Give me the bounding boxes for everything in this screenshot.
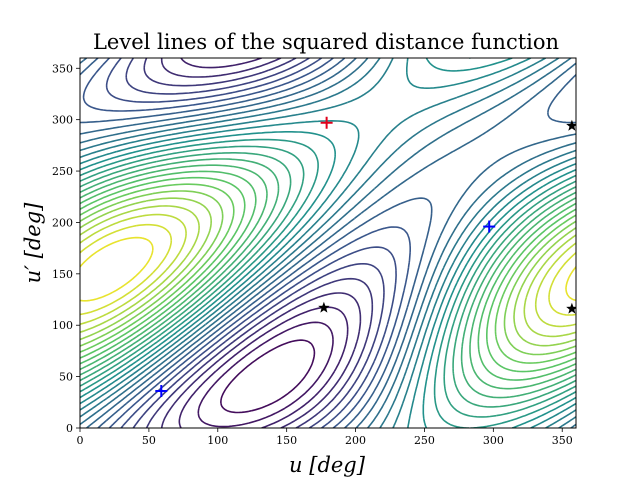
x-tick-label: 250 bbox=[414, 434, 435, 447]
x-tick-label: 150 bbox=[276, 434, 297, 447]
markers bbox=[155, 116, 576, 397]
contour-level bbox=[80, 58, 576, 428]
contour-level bbox=[143, 58, 374, 428]
contour-level bbox=[80, 58, 576, 428]
x-tick-label: 50 bbox=[142, 434, 156, 447]
contour-lines bbox=[80, 58, 576, 428]
plot-frame bbox=[79, 57, 577, 429]
y-tick-label: 150 bbox=[52, 268, 73, 281]
contour-level bbox=[80, 164, 576, 390]
x-tick-label: 0 bbox=[77, 434, 84, 447]
plus-marker bbox=[320, 116, 333, 129]
contour-level bbox=[105, 58, 397, 428]
contour-level bbox=[160, 58, 362, 428]
contour-level bbox=[80, 152, 576, 408]
x-tick-label: 200 bbox=[345, 434, 366, 447]
contour-level bbox=[80, 205, 576, 338]
contour-level bbox=[80, 223, 576, 316]
y-tick-label: 350 bbox=[52, 62, 73, 75]
contour-level bbox=[80, 58, 576, 428]
contour-level bbox=[80, 213, 576, 328]
contour-level bbox=[80, 58, 576, 428]
y-tick-label: 50 bbox=[59, 371, 73, 384]
y-tick-label: 100 bbox=[52, 319, 73, 332]
y-tick-label: 200 bbox=[52, 216, 73, 229]
contour-level bbox=[80, 58, 576, 428]
contour-level bbox=[80, 58, 576, 428]
contour-level bbox=[80, 145, 576, 418]
plus-marker bbox=[155, 385, 168, 397]
y-axis-ticks: 0 50 100 150 200 250 300 350 bbox=[52, 62, 80, 435]
y-tick-label: 0 bbox=[66, 422, 73, 435]
contour-level bbox=[80, 170, 576, 381]
y-axis-label: u′ [deg] bbox=[21, 202, 45, 283]
star-marker bbox=[318, 301, 330, 313]
x-tick-label: 350 bbox=[552, 434, 573, 447]
contour-level bbox=[125, 58, 385, 428]
contour-level bbox=[80, 176, 576, 373]
y-tick-label: 300 bbox=[52, 114, 73, 127]
contour-level bbox=[178, 58, 349, 428]
contour-level bbox=[80, 190, 576, 356]
contour-level bbox=[80, 58, 576, 428]
contour-level bbox=[80, 183, 576, 364]
contour-level bbox=[80, 197, 576, 347]
star-marker bbox=[566, 119, 576, 131]
chart-title: Level lines of the squared distance func… bbox=[93, 30, 559, 54]
x-axis-label: u [deg] bbox=[289, 453, 366, 477]
x-tick-label: 100 bbox=[207, 434, 228, 447]
contour-level bbox=[220, 339, 316, 414]
plus-marker bbox=[483, 220, 496, 233]
x-tick-label: 300 bbox=[483, 434, 504, 447]
contour-level bbox=[80, 58, 576, 428]
y-tick-label: 250 bbox=[52, 165, 73, 178]
star-marker bbox=[566, 302, 576, 314]
contour-level bbox=[80, 158, 576, 399]
contour-level bbox=[80, 236, 576, 302]
x-axis-ticks: 0 50 100 150 200 250 300 350 bbox=[77, 428, 573, 447]
contour-level bbox=[197, 321, 334, 428]
